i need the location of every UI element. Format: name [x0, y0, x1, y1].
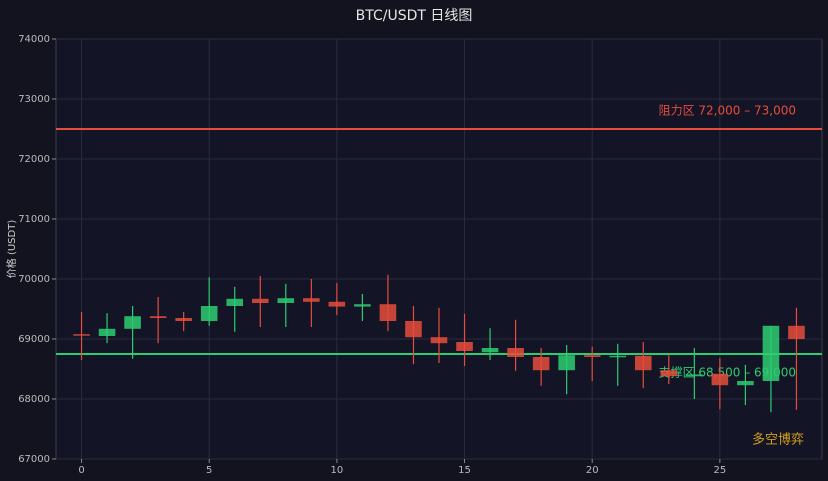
candle-body	[277, 298, 295, 303]
candle-body	[711, 373, 729, 386]
x-tick-label: 10	[330, 465, 343, 476]
candle-body	[762, 325, 780, 381]
candle-body	[583, 355, 601, 357]
y-axis-label: 价格 (USDT)	[5, 220, 18, 279]
candle-body	[200, 306, 218, 321]
candle-body	[481, 348, 499, 353]
candle-body	[98, 328, 116, 336]
annotation: 多空博弈	[752, 432, 804, 448]
candle-body	[354, 304, 371, 307]
candle-body	[737, 381, 754, 386]
candle-body	[507, 348, 524, 357]
candle-body	[251, 298, 269, 303]
candle-body	[634, 355, 652, 371]
x-tick-label: 0	[78, 465, 84, 476]
candle-body	[430, 337, 448, 344]
chart-title: BTC/USDT 日线图	[356, 8, 473, 24]
candle-body	[303, 298, 320, 302]
candle-body	[609, 355, 627, 358]
x-tick-label: 25	[713, 465, 726, 476]
y-tick-label: 68000	[18, 394, 50, 405]
y-tick-label: 69000	[18, 334, 50, 345]
candle-body	[456, 342, 473, 351]
y-tick-label: 67000	[18, 454, 50, 465]
x-tick-label: 20	[586, 465, 599, 476]
candle-body	[686, 374, 703, 377]
candle-body	[175, 318, 192, 321]
x-tick-label: 5	[206, 465, 212, 476]
y-tick-label: 74000	[18, 34, 50, 45]
candle-body	[379, 304, 397, 321]
candle-body	[660, 370, 678, 377]
x-tick-label: 15	[458, 465, 471, 476]
reference-label: 阻力区 72,000 – 73,000	[659, 104, 796, 118]
candle-body	[149, 316, 167, 318]
candle-body	[328, 301, 346, 307]
y-tick-label: 73000	[18, 94, 50, 105]
candle-body	[532, 357, 550, 371]
candle-body	[405, 321, 422, 338]
plot-area	[55, 38, 823, 460]
y-tick-label: 72000	[18, 154, 50, 165]
y-tick-label: 70000	[18, 274, 50, 285]
candle-body	[788, 325, 805, 339]
candle-body	[558, 355, 575, 371]
y-tick-label: 71000	[18, 214, 50, 225]
candle-body	[226, 298, 244, 306]
candle-body	[124, 316, 141, 329]
candle-body	[73, 334, 90, 336]
